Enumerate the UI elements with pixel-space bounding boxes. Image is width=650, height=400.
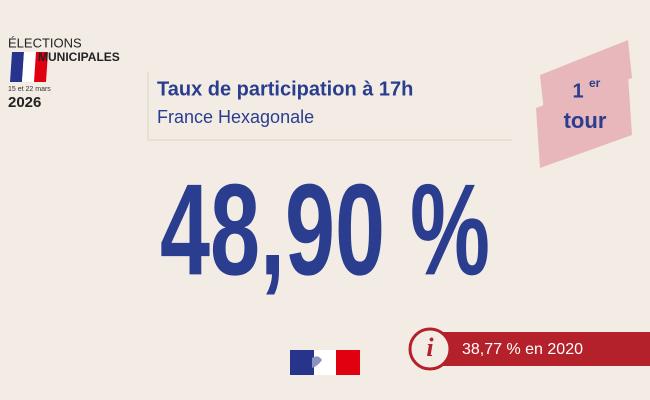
info-bar: i 38,77 % en 2020 (408, 327, 650, 371)
flag-blue (10, 52, 24, 82)
logo-dates: 15 et 22 mars (8, 86, 51, 93)
logo: ÉLECTIONS MUNICIPALES 15 et 22 mars 2026 (8, 35, 120, 111)
logo-line2: MUNICIPALES (38, 50, 120, 64)
logo-red (336, 350, 360, 375)
header-subtitle: France Hexagonale (157, 107, 314, 127)
info-icon-circle (408, 327, 452, 371)
logo-line1: ÉLECTIONS (8, 35, 82, 50)
flag-red (34, 52, 48, 82)
badge-stripe (540, 40, 632, 112)
badge-suffix: er (589, 76, 601, 90)
logo-profile (312, 356, 322, 368)
government-logo (290, 350, 360, 375)
info-icon: i (426, 333, 434, 362)
logo-white (314, 350, 336, 375)
flag-white (22, 52, 36, 82)
info-background (425, 332, 650, 366)
badge-word: tour (564, 108, 607, 133)
logo-blue (290, 350, 314, 375)
badge-number: 1 (572, 80, 583, 102)
badge-stripe (536, 75, 632, 168)
badge: 1 er tour (536, 40, 632, 168)
main-value: 48,90 % (160, 156, 490, 302)
logo-year: 2026 (8, 94, 41, 111)
header-title: Taux de participation à 17h (157, 78, 413, 100)
header-frame (147, 72, 512, 141)
info-text: 38,77 % en 2020 (462, 341, 583, 358)
